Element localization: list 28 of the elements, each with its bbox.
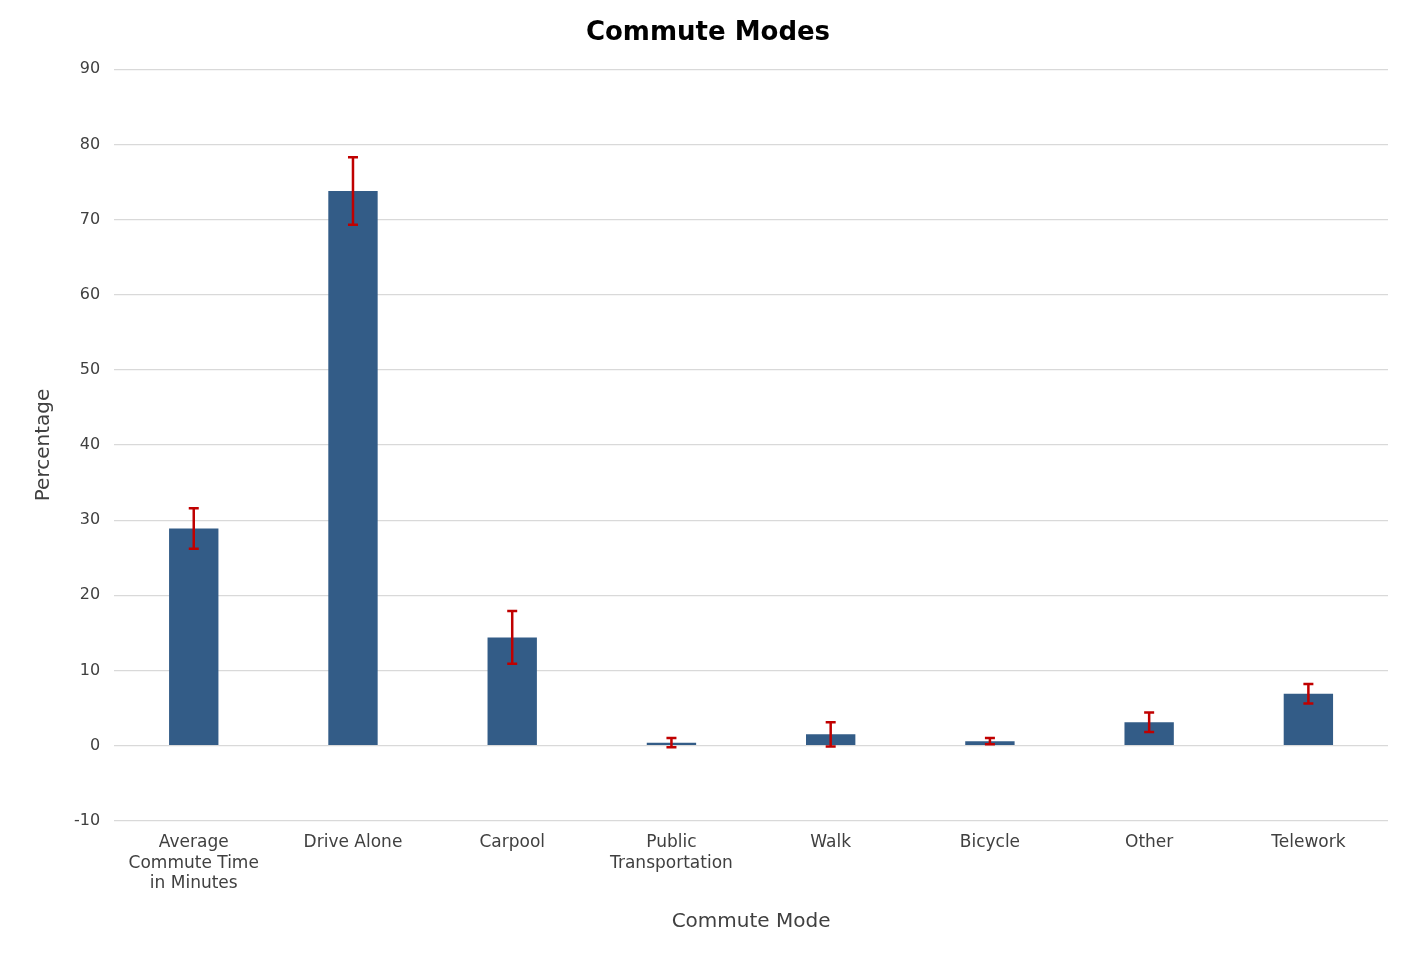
x-tick-label: Drive Alone <box>303 831 403 852</box>
y-tick-label: 0 <box>89 734 101 754</box>
chart-title: Commute Modes <box>585 16 831 47</box>
bar <box>806 734 856 746</box>
x-tick-label: Public Transportation <box>609 831 733 872</box>
y-tick-label: 20 <box>79 584 101 604</box>
x-tick-label: Bicycle <box>959 831 1021 852</box>
x-tick-label: Other <box>1125 831 1174 852</box>
bar <box>328 190 378 746</box>
y-tick-label: 10 <box>79 659 101 679</box>
y-tick-label: 40 <box>79 434 101 454</box>
y-tick-label: 90 <box>79 58 101 78</box>
y-tick-label: 60 <box>79 283 101 303</box>
bar <box>1124 722 1174 746</box>
y-tick-label: 50 <box>79 359 101 378</box>
x-tick-label: Average Commute Time in Minutes <box>128 831 259 893</box>
y-tick-label: 70 <box>79 208 101 228</box>
y-tick-label: 30 <box>79 509 101 529</box>
x-tick-label: Telework <box>1270 831 1346 852</box>
x-tick-label: Walk <box>810 831 852 852</box>
bar <box>1283 693 1334 746</box>
y-axis-title: Percentage <box>30 388 55 502</box>
x-axis-title: Commute Mode <box>671 908 831 933</box>
y-tick-label: 80 <box>79 133 101 153</box>
x-tick-label: Carpool <box>479 831 546 852</box>
bar <box>487 637 537 746</box>
bar <box>169 528 219 746</box>
y-tick-label: -10 <box>73 809 101 829</box>
